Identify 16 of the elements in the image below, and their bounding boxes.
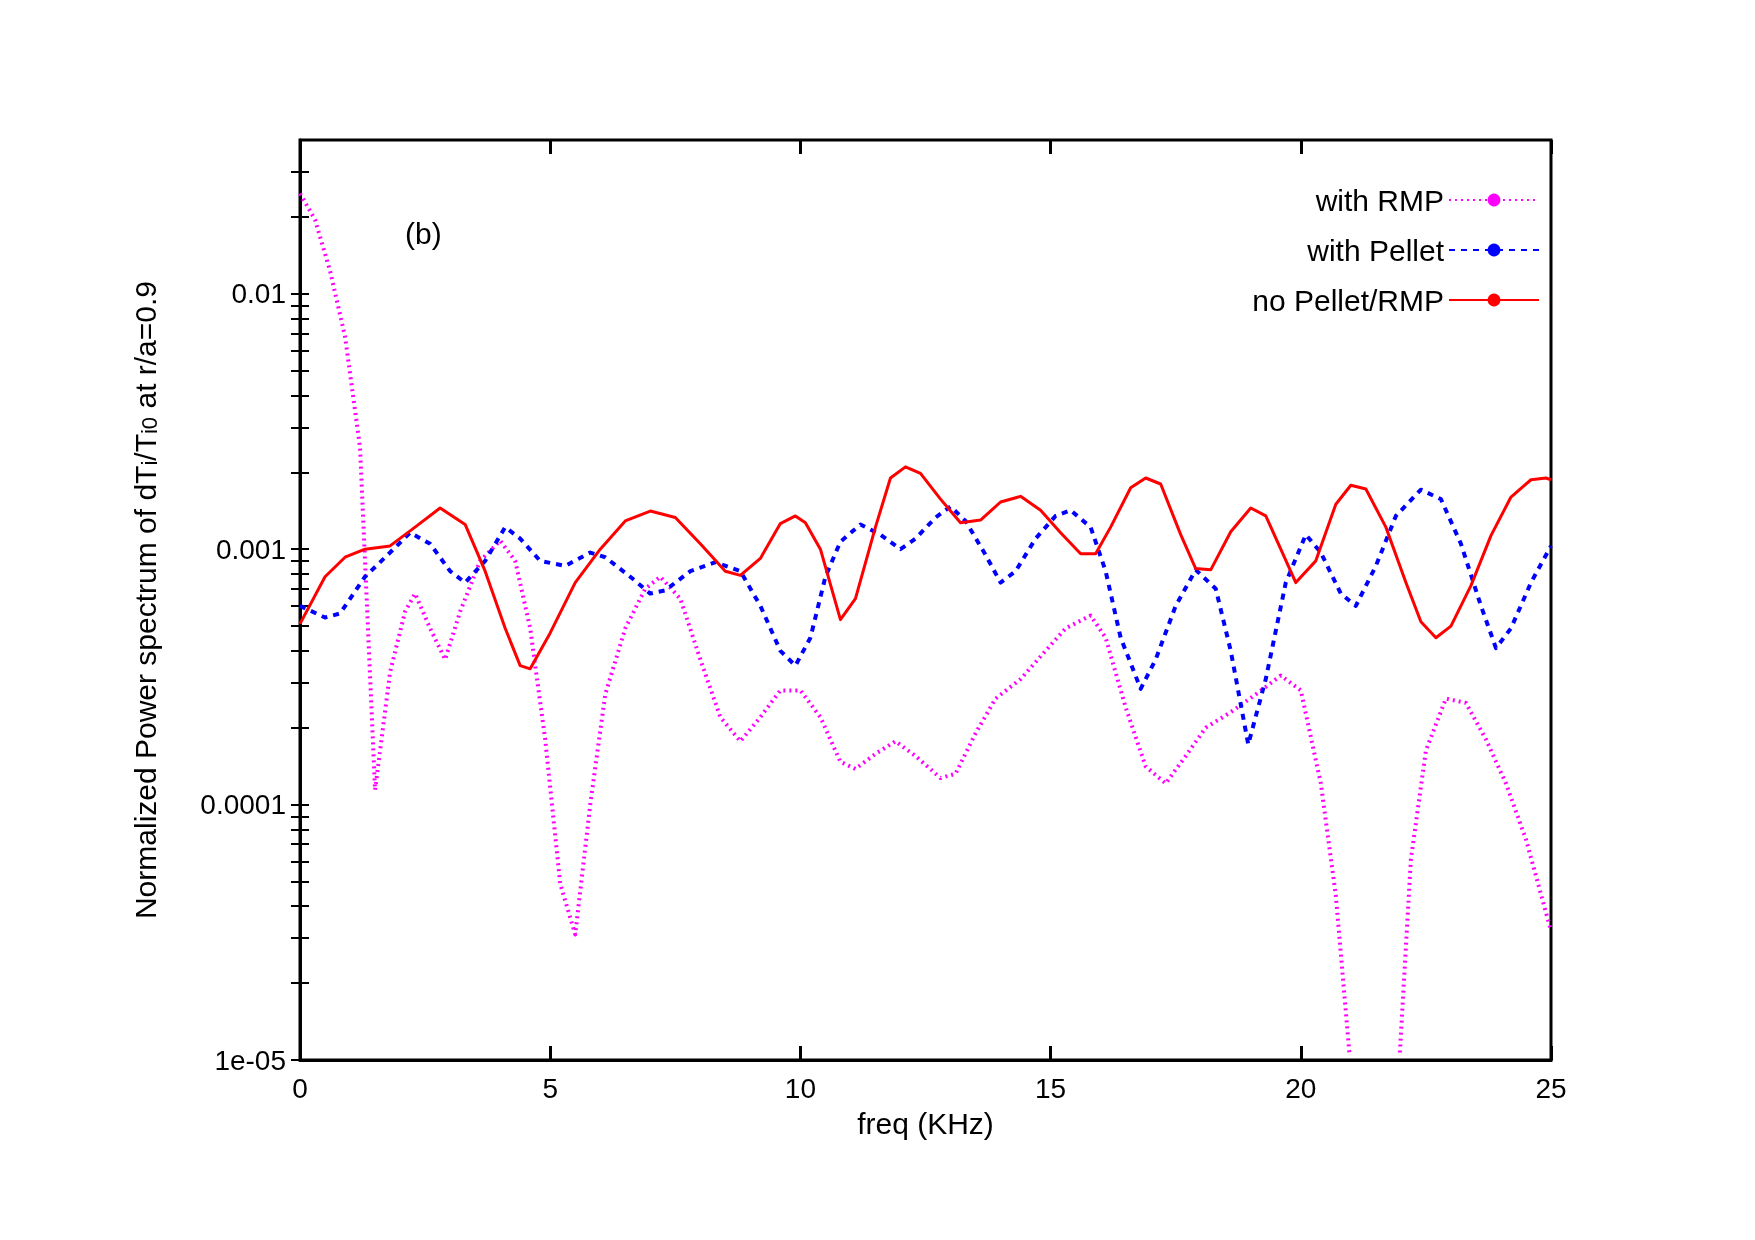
x-tick-label: 25 (1535, 1072, 1567, 1104)
x-axis-title: freq (KHz) (857, 1106, 994, 1140)
y-axis-title: Normalized Power spectrum of dTi/Ti0 at r/a=0.9 (128, 280, 162, 920)
y-tick-label: 0.0001 (200, 789, 286, 821)
legend-label: with RMP (1314, 183, 1444, 217)
x-tick-label: 0 (292, 1072, 308, 1104)
x-tick-label: 15 (1035, 1072, 1067, 1104)
legend-label: with Pellet (1306, 233, 1445, 267)
y-tick-label: 1e-05 (214, 1044, 286, 1076)
x-tick-label: 10 (784, 1072, 816, 1104)
legend-label: no Pellet/RMP (1252, 283, 1444, 317)
x-tick-label: 5 (542, 1072, 558, 1104)
y-tick-label: 0.01 (231, 278, 286, 310)
annotation: (b) (405, 216, 442, 250)
y-tick-label: 0.001 (215, 533, 286, 565)
x-tick-label: 20 (1285, 1072, 1317, 1104)
